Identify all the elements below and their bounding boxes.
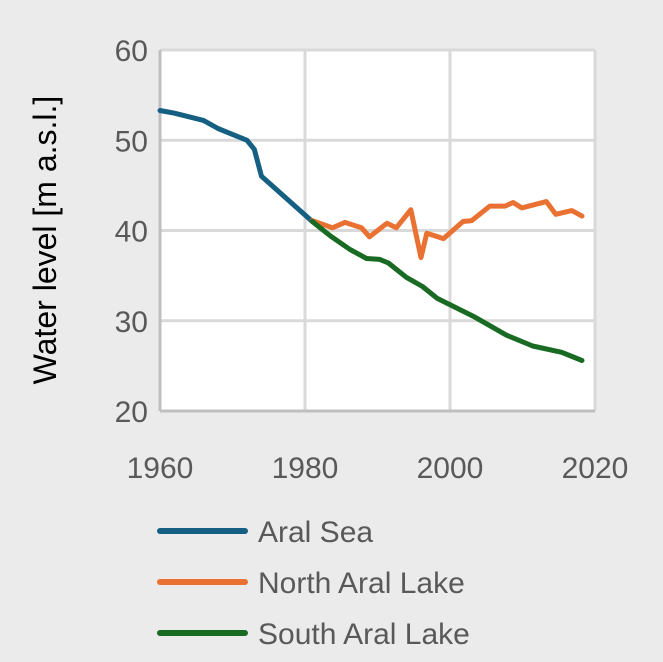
x-tick-labels: 1960 1980 2000 2020 bbox=[127, 452, 629, 485]
legend-item: South Aral Lake bbox=[157, 618, 470, 651]
y-tick-label: 20 bbox=[115, 396, 148, 429]
x-tick-label: 2020 bbox=[562, 452, 629, 485]
series-line-north-aral-lake bbox=[309, 199, 585, 261]
legend-item: North Aral Lake bbox=[157, 567, 465, 600]
legend-label: North Aral Lake bbox=[258, 567, 465, 600]
legend-label: Aral Sea bbox=[258, 516, 373, 549]
x-tick-label: 1980 bbox=[272, 452, 339, 485]
series-line-south-aral-lake bbox=[309, 219, 585, 363]
y-tick-label: 60 bbox=[115, 35, 148, 68]
x-tick-label: 1960 bbox=[127, 452, 194, 485]
y-tick-labels: 20 30 40 50 60 bbox=[115, 35, 148, 429]
x-tick-label: 2000 bbox=[417, 452, 484, 485]
series-line-aral-sea bbox=[157, 108, 315, 224]
legend-item: Aral Sea bbox=[157, 516, 373, 549]
y-tick-label: 30 bbox=[115, 306, 148, 339]
y-axis-label: Water level [m a.s.l.] bbox=[27, 96, 63, 385]
y-tick-label: 50 bbox=[115, 125, 148, 158]
y-tick-label: 40 bbox=[115, 216, 148, 249]
legend-label: South Aral Lake bbox=[258, 618, 470, 651]
legend: Aral Sea North Aral Lake South Aral Lake bbox=[157, 516, 470, 651]
series-lines bbox=[157, 108, 585, 363]
